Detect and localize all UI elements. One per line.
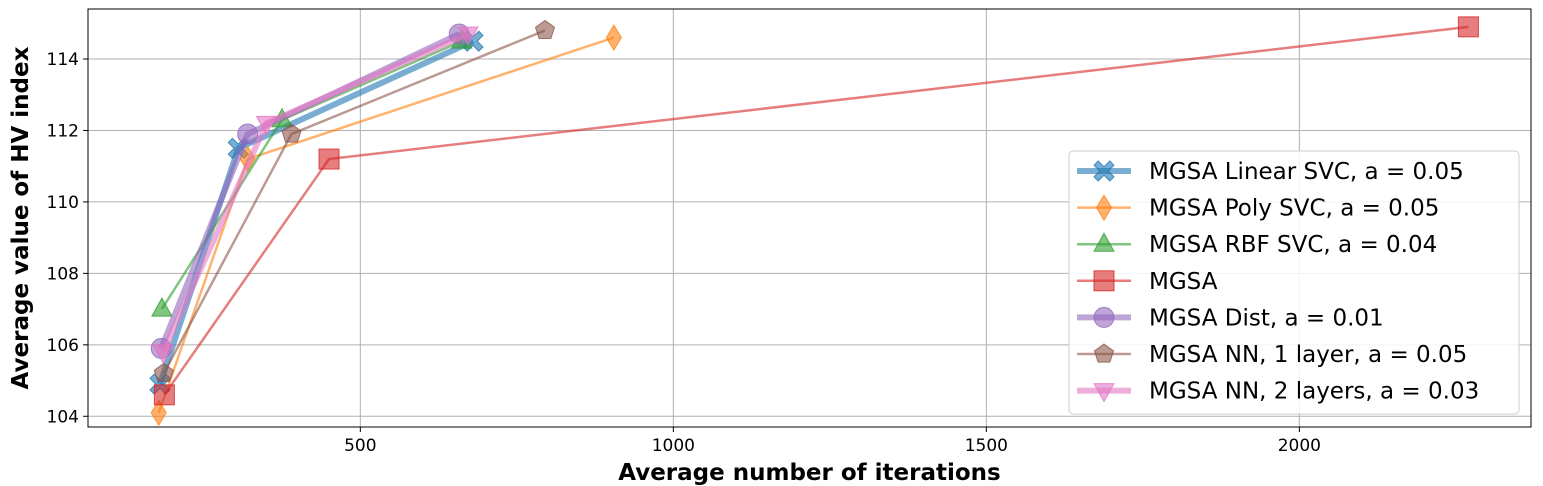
x-tick-label: 2000 [1278, 436, 1321, 456]
triangle-up-marker [151, 297, 173, 317]
circle-marker [1093, 306, 1115, 328]
x-axis-label: Average number of iterations [618, 460, 1001, 486]
y-tick-label: 112 [47, 121, 79, 141]
x-tick-label: 500 [344, 436, 376, 456]
grid [88, 9, 1531, 427]
legend-entry: MGSA [1077, 269, 1218, 295]
series-layer [149, 16, 1479, 427]
legend-entry: MGSA RBF SVC, a = 0.04 [1077, 232, 1437, 258]
pentagon-marker [1093, 343, 1115, 363]
diamond-marker [150, 399, 167, 427]
legend-box [1068, 150, 1520, 415]
y-tick-label: 106 [47, 336, 79, 356]
legend-entry: MGSA Poly SVC, a = 0.05 [1077, 194, 1439, 222]
square-marker [1457, 16, 1479, 38]
y-axis-label: Average value of HV index [8, 46, 34, 389]
plot-frame [87, 8, 1532, 428]
square-marker [1093, 270, 1115, 292]
legend-label: MGSA [1149, 269, 1218, 295]
legend-label: MGSA Linear SVC, a = 0.05 [1149, 159, 1464, 185]
y-tick-label: 114 [47, 50, 79, 70]
series-6 [153, 19, 556, 383]
square-marker [153, 384, 175, 406]
pentagon-marker [534, 19, 556, 40]
triangle-up-marker [1093, 232, 1115, 252]
triangle-down-marker [152, 344, 174, 365]
triangle-down-marker [457, 26, 479, 47]
legend-entry: MGSA Dist, a = 0.01 [1077, 305, 1384, 331]
triangle-down-marker [1093, 383, 1115, 403]
legend-label: MGSA NN, 2 layers, a = 0.03 [1149, 379, 1479, 405]
diamond-marker [605, 24, 622, 52]
y-tick-label: 108 [47, 264, 79, 284]
pentagon-marker [153, 362, 174, 383]
X-marker [1093, 160, 1115, 182]
diamond-marker [1095, 194, 1113, 222]
square-marker [318, 148, 340, 170]
series-line [160, 40, 463, 310]
legend-label: MGSA NN, 1 layer, a = 0.05 [1149, 342, 1467, 368]
x-tick-label: 1500 [965, 436, 1008, 456]
series-1 [149, 30, 484, 395]
legend-entry: MGSA NN, 1 layer, a = 0.05 [1077, 342, 1467, 368]
y-tick-label: 110 [47, 193, 79, 213]
circle-marker [237, 123, 259, 145]
ticks: 500 1000 1500 2000 104 106 108 110 112 114 [47, 50, 1321, 456]
legend-label: MGSA Dist, a = 0.01 [1149, 305, 1384, 331]
legend-entry: MGSA NN, 2 layers, a = 0.03 [1077, 379, 1479, 405]
series-7 [152, 26, 479, 365]
pentagon-marker [281, 123, 302, 143]
x-tick-label: 1000 [652, 436, 695, 456]
legend-entry: MGSA Linear SVC, a = 0.05 [1077, 159, 1464, 185]
legend-label: MGSA Poly SVC, a = 0.05 [1149, 196, 1439, 222]
series-line [157, 36, 615, 414]
triangle-down-marker [255, 115, 278, 136]
series-4 [153, 16, 1479, 406]
legend-label: MGSA RBF SVC, a = 0.04 [1149, 232, 1437, 258]
legend: MGSA Linear SVC, a = 0.05 MGSA Poly SVC, … [1068, 150, 1520, 415]
y-tick-label: 104 [47, 407, 79, 427]
series-line [158, 31, 461, 350]
